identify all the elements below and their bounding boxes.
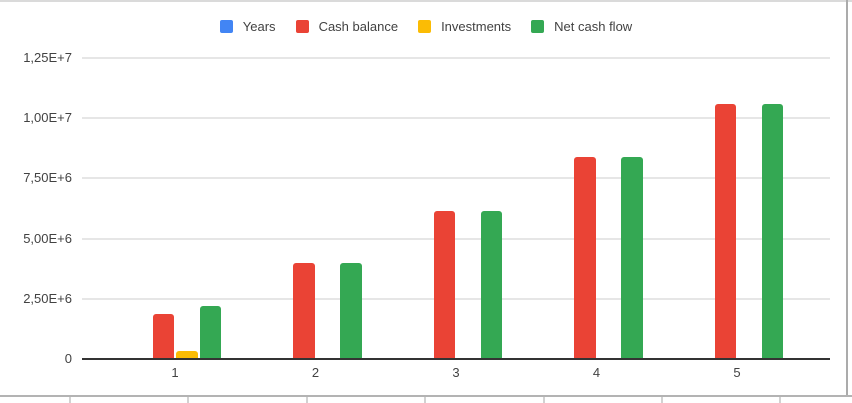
chart-border-right bbox=[846, 0, 848, 397]
chart-border-bottom bbox=[0, 395, 852, 397]
y-axis-tick-label: 7,50E+6 bbox=[23, 170, 72, 186]
bar-group-4 bbox=[551, 58, 643, 359]
gridline bbox=[82, 57, 830, 59]
spreadsheet-column-gridline bbox=[306, 397, 308, 403]
spreadsheet-column-gridline bbox=[543, 397, 545, 403]
y-axis-tick-label: 1,25E+7 bbox=[23, 50, 72, 65]
bar-cash-balance-1[interactable] bbox=[152, 314, 174, 359]
bar-group-3 bbox=[410, 58, 502, 359]
spreadsheet-column-gridline bbox=[424, 397, 426, 403]
y-axis-tick-label: 1,00E+7 bbox=[23, 110, 72, 126]
x-axis-category-label: 2 bbox=[311, 365, 320, 380]
gridline bbox=[82, 117, 830, 120]
bar-net-cash-flow-5[interactable] bbox=[761, 103, 783, 359]
bar-investments-1[interactable] bbox=[176, 350, 198, 359]
bar-net-cash-flow-1[interactable] bbox=[199, 306, 221, 359]
bar-group-2 bbox=[270, 58, 362, 359]
bar-net-cash-flow-3[interactable] bbox=[480, 210, 502, 359]
y-axis-tick-label: 2,50E+6 bbox=[23, 290, 72, 306]
legend-item-years[interactable]: Years bbox=[219, 19, 276, 34]
plot-area: 0 2,50E+6 5,00E+6 7,50E+6 1,00E+7 1,25E+7 1 2 3 4… bbox=[0, 50, 830, 380]
spreadsheet-row-strip bbox=[0, 397, 852, 403]
chart-border-top bbox=[0, 0, 852, 2]
spreadsheet-column-gridline bbox=[779, 397, 781, 403]
bar-cash-balance-2[interactable] bbox=[293, 262, 315, 359]
gridline bbox=[82, 177, 830, 180]
y-axis-tick-label: 5,00E+6 bbox=[23, 230, 72, 246]
x-axis-category-label: 1 bbox=[171, 365, 179, 380]
spreadsheet-column-gridline bbox=[69, 397, 71, 403]
bar-net-cash-flow-4[interactable] bbox=[621, 156, 643, 359]
legend-label: Years bbox=[242, 19, 276, 34]
spreadsheet-column-gridline bbox=[187, 397, 189, 403]
bar-group-1 bbox=[129, 58, 221, 359]
gridline bbox=[82, 297, 830, 300]
chart-legend: Years Cash balance Investments Net cash flo… bbox=[0, 19, 852, 34]
bar-group-5 bbox=[691, 58, 783, 359]
spreadsheet-column-gridline bbox=[661, 397, 663, 403]
bar-cash-balance-4[interactable] bbox=[574, 156, 596, 359]
legend-color-swatch-icon bbox=[219, 20, 233, 33]
bar-cash-balance-3[interactable] bbox=[433, 210, 455, 359]
x-axis-category-label: 5 bbox=[733, 365, 741, 380]
bar-net-cash-flow-2[interactable] bbox=[340, 262, 362, 359]
bar-cash-balance-5[interactable] bbox=[714, 103, 736, 359]
legend-color-swatch-icon bbox=[531, 20, 545, 33]
legend-item-investments[interactable]: Investments bbox=[418, 19, 511, 34]
x-axis-line bbox=[82, 358, 830, 360]
x-axis-category-label: 4 bbox=[592, 365, 601, 380]
y-axis-tick-label: 0 bbox=[64, 351, 72, 366]
legend-color-swatch-icon bbox=[295, 20, 309, 33]
legend-label: Net cash flow bbox=[554, 19, 633, 34]
legend-label: Cash balance bbox=[318, 19, 399, 34]
legend-label: Investments bbox=[441, 19, 512, 34]
legend-item-net-cash-flow[interactable]: Net cash flow bbox=[531, 19, 632, 34]
legend-color-swatch-icon bbox=[418, 20, 432, 33]
gridline bbox=[82, 237, 830, 240]
x-axis-category-label: 3 bbox=[452, 365, 460, 380]
legend-item-cash-balance[interactable]: Cash balance bbox=[295, 19, 399, 34]
